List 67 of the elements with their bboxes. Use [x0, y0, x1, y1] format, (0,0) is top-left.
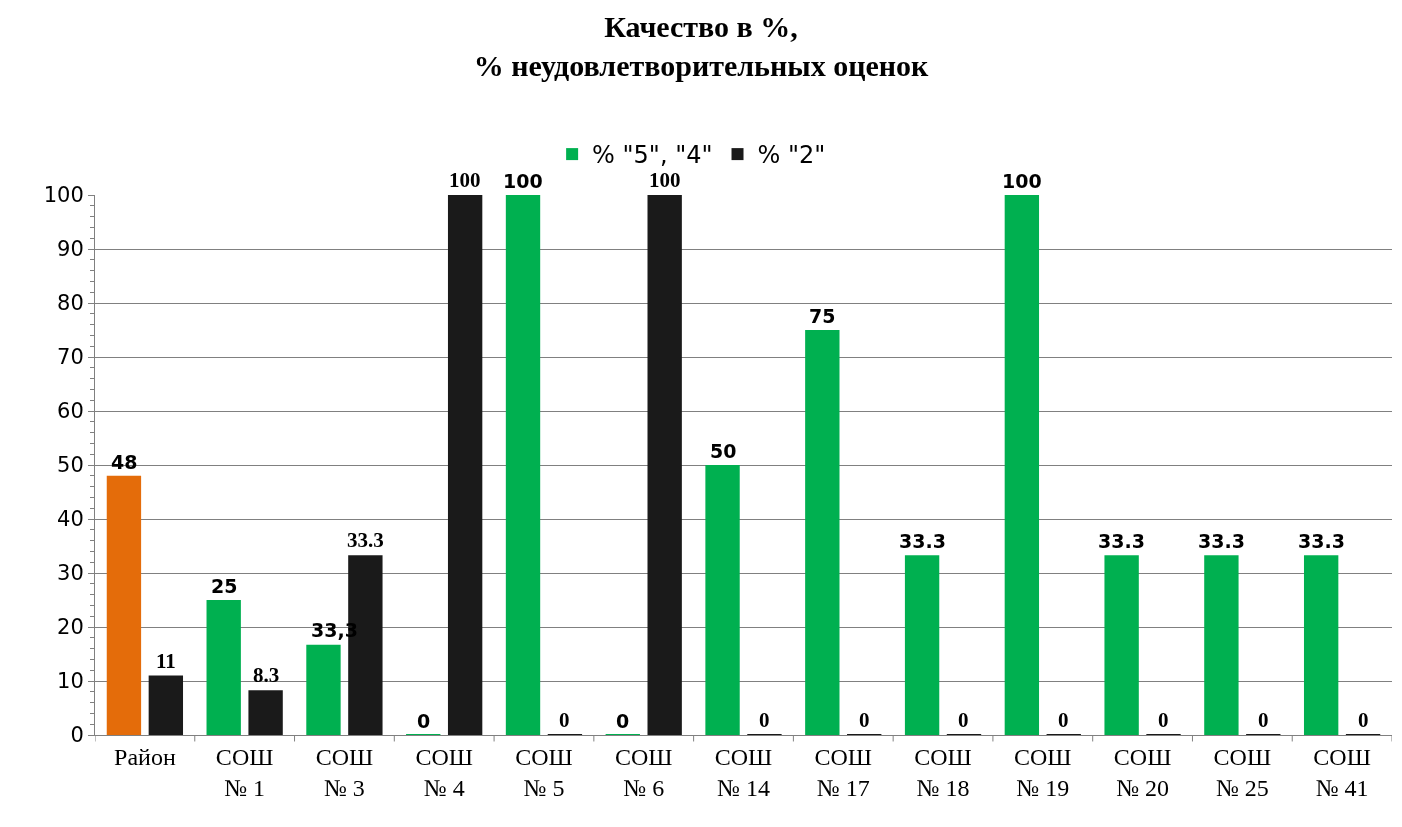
data-label: 0: [1258, 708, 1269, 732]
legend-label: % "2": [757, 141, 826, 170]
chart-title: Качество в %, % неудовлетворительных оценок: [473, 10, 930, 83]
x-tick-label: СОШ № 41: [1313, 743, 1371, 801]
x-tick-label: СОШ № 1: [215, 743, 274, 801]
bar: [1204, 555, 1239, 735]
bar: [1004, 195, 1040, 735]
bar: [148, 675, 184, 735]
bar: [805, 330, 840, 735]
bar: [248, 690, 283, 735]
bar: [647, 195, 682, 735]
data-label: 33.3: [899, 530, 946, 552]
bar: [904, 555, 940, 735]
y-tick-label: 30: [57, 561, 84, 586]
data-label: 0: [1058, 708, 1069, 732]
x-tick-label: СОШ № 18: [914, 743, 972, 801]
data-label: 0: [417, 710, 431, 732]
x-tick-label: СОШ № 3: [315, 743, 374, 801]
data-label: 33.3: [1098, 530, 1145, 552]
data-label: 100: [1002, 170, 1042, 192]
x-tick-label: Район: [114, 743, 176, 770]
bar: [447, 195, 483, 735]
y-tick-label: 80: [57, 291, 84, 316]
x-tick-label: СОШ № 14: [714, 743, 773, 801]
data-label: 8.3: [253, 663, 280, 687]
data-label: 25: [211, 575, 238, 597]
data-label: 75: [809, 305, 836, 327]
data-label: 0: [1358, 708, 1369, 732]
x-tick-label: СОШ № 19: [1014, 743, 1072, 801]
y-tick-label: 20: [57, 615, 84, 640]
data-label: 100: [449, 168, 481, 192]
bar: [1104, 555, 1139, 735]
y-tick-label: 100: [43, 183, 84, 208]
x-tick-label: СОШ № 5: [515, 743, 573, 801]
y-tick-label: 70: [57, 345, 84, 370]
y-tick-label: 60: [57, 399, 84, 424]
bar: [206, 600, 241, 735]
bar: [705, 465, 740, 735]
data-label: 50: [710, 440, 737, 462]
data-label: 0: [616, 710, 630, 732]
y-tick-label: 40: [57, 507, 84, 532]
x-tick-label: СОШ № 20: [1113, 743, 1172, 801]
y-tick-label: 10: [57, 669, 84, 694]
data-label: 0: [958, 708, 969, 732]
data-label: 33.3: [347, 528, 384, 552]
y-tick-label: 90: [57, 237, 84, 262]
x-tick-label: СОШ № 6: [614, 743, 673, 801]
bar: [106, 475, 142, 735]
x-tick-label: СОШ № 17: [814, 743, 873, 801]
data-label: 11: [156, 649, 176, 673]
bar: [306, 644, 341, 735]
data-label: 0: [559, 708, 570, 732]
data-label: 48: [111, 451, 138, 473]
data-label: 0: [1158, 708, 1169, 732]
y-tick-label: 0: [70, 723, 84, 748]
data-label: 33.3: [1298, 530, 1345, 552]
x-tick-label: СОШ № 25: [1213, 743, 1272, 801]
data-label: 0: [859, 708, 870, 732]
data-label: 100: [503, 170, 543, 192]
bar: [505, 195, 541, 735]
x-tick-label: СОШ № 4: [415, 743, 473, 801]
y-tick-label: 50: [57, 453, 84, 478]
data-label: 100: [649, 168, 681, 192]
legend-label: % "5", "4": [592, 141, 713, 170]
data-label: 33.3: [1198, 530, 1245, 552]
data-label: 0: [759, 708, 770, 732]
bar: [1303, 555, 1339, 735]
